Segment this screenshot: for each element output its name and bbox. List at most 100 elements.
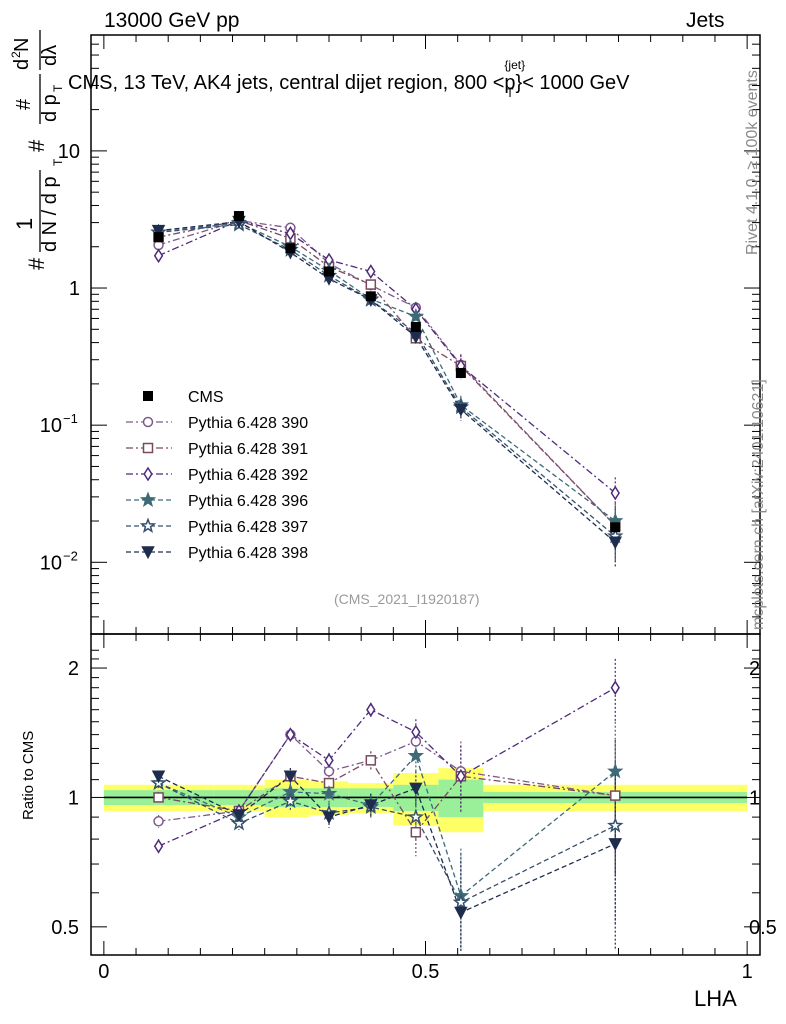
legend: CMS Pythia 6.428 390 Pythia 6.428 391 Pythi… xyxy=(126,389,308,562)
y-axis-label-part: # xyxy=(24,257,49,270)
series-line-ratio xyxy=(158,687,616,847)
legend-marker-cms xyxy=(143,391,153,401)
legend-label-cms: CMS xyxy=(188,389,224,406)
title-p: p {jet} T xyxy=(504,58,526,100)
legend-label: Pythia 6.428 390 xyxy=(188,415,308,432)
x-tick-label: 0.5 xyxy=(412,961,440,983)
y-tick-label-ratio-right: 1 xyxy=(749,787,760,809)
ratio-uncertainty-bands xyxy=(103,768,748,833)
x-tick-label: 0 xyxy=(98,961,109,983)
series-point-main xyxy=(366,264,376,279)
title-sup: {jet} xyxy=(504,58,526,72)
legend-marker xyxy=(142,442,154,454)
header-right: Jets xyxy=(686,9,725,32)
y-axis-label-part: 1 xyxy=(12,218,37,230)
series-point-ratio xyxy=(607,816,624,833)
series-point-ratio xyxy=(366,702,376,718)
legend-marker xyxy=(141,546,155,560)
data-point-cms xyxy=(365,291,376,302)
series-point-ratio xyxy=(454,906,468,920)
y-tick-label-ratio-left: 1 xyxy=(68,787,79,809)
x-tick-label: 1 xyxy=(742,961,753,983)
data-point-cms xyxy=(233,211,244,222)
title-sub: T xyxy=(506,86,514,100)
y-axis-label-part: # xyxy=(24,139,49,152)
series-point-ratio xyxy=(283,770,298,784)
rivet-label: Rivet 4.1.0, ≥ 100k events xyxy=(744,70,761,255)
series-point-ratio xyxy=(232,809,246,823)
series-point-ratio xyxy=(153,792,164,803)
data-point-cms xyxy=(410,321,421,332)
legend-label: Pythia 6.428 396 xyxy=(188,493,308,510)
series-point-main xyxy=(151,224,166,238)
series-point-ratio xyxy=(151,770,166,784)
series-point-ratio xyxy=(324,752,334,768)
series-point-ratio xyxy=(452,893,470,910)
series-point-main xyxy=(610,485,620,501)
series-point-ratio xyxy=(456,768,466,784)
series-point-ratio xyxy=(230,814,248,831)
series-point-ratio xyxy=(153,816,164,827)
y-tick-label-main: 10 xyxy=(40,552,62,574)
title-prefix: CMS, 13 TeV, AK4 jets, central dijet reg… xyxy=(68,72,505,94)
data-point-cms xyxy=(153,232,164,243)
header-left: 13000 GeV pp xyxy=(104,9,240,32)
series-line-main xyxy=(158,219,616,527)
series-point-ratio xyxy=(320,785,338,801)
series-point-ratio xyxy=(282,792,299,809)
legend-label: Pythia 6.428 392 xyxy=(188,467,308,484)
series-point-ratio xyxy=(608,838,623,851)
y-tick-label-main: 10 xyxy=(58,141,80,163)
plot-title: CMS, 13 TeV, AK4 jets, central dijet reg… xyxy=(68,58,630,100)
series-line-main xyxy=(158,219,616,494)
legend-marker xyxy=(142,416,154,428)
legend-marker xyxy=(139,491,157,508)
data-point-cms xyxy=(324,266,335,277)
series-point-ratio xyxy=(610,790,621,801)
y-axis-label-part: # xyxy=(13,98,35,110)
legend-label: Pythia 6.428 398 xyxy=(188,545,308,562)
series-point-ratio xyxy=(610,680,620,696)
y-axis-label-part: 2 xyxy=(9,51,23,58)
series-point-main xyxy=(365,279,377,290)
y-axis-label-part: T xyxy=(51,84,65,92)
series-point-ratio xyxy=(364,799,378,813)
series-point-ratio xyxy=(409,782,423,796)
series-line-ratio xyxy=(158,754,616,898)
series-point-ratio xyxy=(407,808,425,825)
y-tick-label-main: 10 xyxy=(40,415,62,437)
legend-marker xyxy=(143,466,153,482)
y-axis-label-part: dλ xyxy=(39,45,61,66)
series-point-ratio xyxy=(410,826,422,838)
series-line-main xyxy=(158,219,616,527)
series-line-ratio xyxy=(158,733,616,822)
series-point-main xyxy=(153,248,164,264)
y-axis-label-part: d p xyxy=(39,94,61,122)
y-axis-label-part: N xyxy=(11,38,33,52)
y-axis-label-part: T xyxy=(51,158,65,166)
y-tick-label-ratio-right: 2 xyxy=(749,658,760,680)
watermark: (CMS_2021_I1920187) xyxy=(334,591,480,607)
series-point-ratio xyxy=(411,724,421,740)
y-tick-label-main: 1 xyxy=(69,278,80,300)
y-tick-label-ratio-left: 0.5 xyxy=(51,917,79,939)
series-point-ratio xyxy=(323,766,335,777)
data-point-cms xyxy=(455,368,466,379)
series-point-ratio xyxy=(153,838,164,854)
data-point-cms xyxy=(610,522,621,533)
data-point-cms xyxy=(285,243,296,254)
title-suffix: }< 1000 GeV xyxy=(515,72,630,94)
legend-label: Pythia 6.428 391 xyxy=(188,441,308,458)
y-axis-label-part: d xyxy=(11,59,33,70)
y-tick-exponent: −2 xyxy=(63,548,78,563)
legend-marker xyxy=(139,517,157,534)
series-point-main xyxy=(608,536,623,550)
series-line-ratio xyxy=(158,775,616,914)
series-point-ratio xyxy=(407,747,425,763)
series-point-ratio xyxy=(322,811,336,825)
y-tick-label-ratio-left: 2 xyxy=(68,658,79,680)
series-line-main xyxy=(158,223,616,537)
series-point-ratio xyxy=(285,727,296,743)
series-line-ratio xyxy=(158,759,616,834)
y-axis-label-part: d N / d p xyxy=(39,176,61,252)
